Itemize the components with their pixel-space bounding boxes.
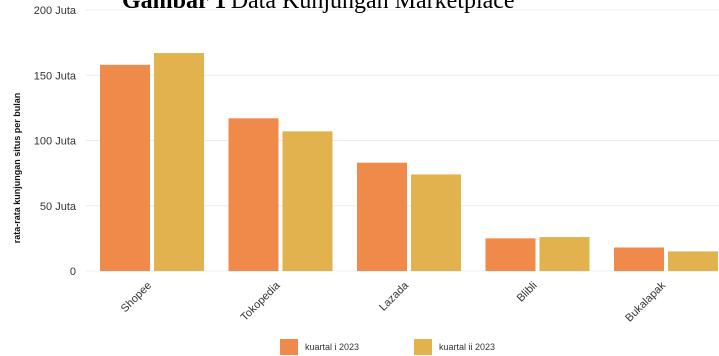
chart-title: Gambar 1 Data Kunjungan Marketplace — [122, 0, 515, 14]
x-tick-label: Tokopedia — [239, 279, 284, 324]
y-tick-label: 100 Juta — [34, 136, 77, 148]
bar — [614, 247, 664, 271]
x-tick-label: Lazada — [377, 279, 412, 314]
y-tick-label: 50 Juta — [40, 201, 77, 213]
legend-label: kuartal ii 2023 — [439, 342, 495, 352]
bar — [282, 131, 333, 271]
bar — [228, 118, 279, 271]
bar — [485, 238, 536, 271]
bar — [100, 64, 150, 271]
bar — [539, 237, 590, 271]
bar — [357, 162, 407, 271]
legend-swatch — [280, 339, 298, 355]
ticks-layer: 0 50 Juta 100 Juta 150 Juta 200 Juta — [34, 5, 77, 278]
x-tick-label: Blibli — [515, 280, 540, 305]
labels-layer: Shopee Tokopedia Lazada Blibli Bukalapak — [119, 279, 669, 324]
legend-label: kuartal i 2023 — [305, 342, 359, 352]
y-tick-label: 0 — [70, 266, 76, 278]
chart-title-strong: Gambar 1 — [122, 0, 226, 14]
y-tick-label: 150 Juta — [34, 70, 77, 82]
bar — [154, 53, 204, 271]
bars-layer — [100, 53, 718, 271]
legend-swatch — [414, 339, 432, 355]
legend: kuartal i 2023 kuartal ii 2023 — [280, 339, 495, 355]
x-tick-label: Bukalapak — [623, 279, 668, 324]
y-axis-label: rata-rata kunjungan situs per bulan — [12, 93, 22, 244]
x-tick-label: Shopee — [119, 280, 154, 315]
y-tick-label: 200 Juta — [34, 5, 77, 17]
chart-title-regular: Data Kunjungan Marketplace — [231, 0, 515, 14]
bar — [668, 251, 718, 271]
bar — [411, 174, 461, 271]
